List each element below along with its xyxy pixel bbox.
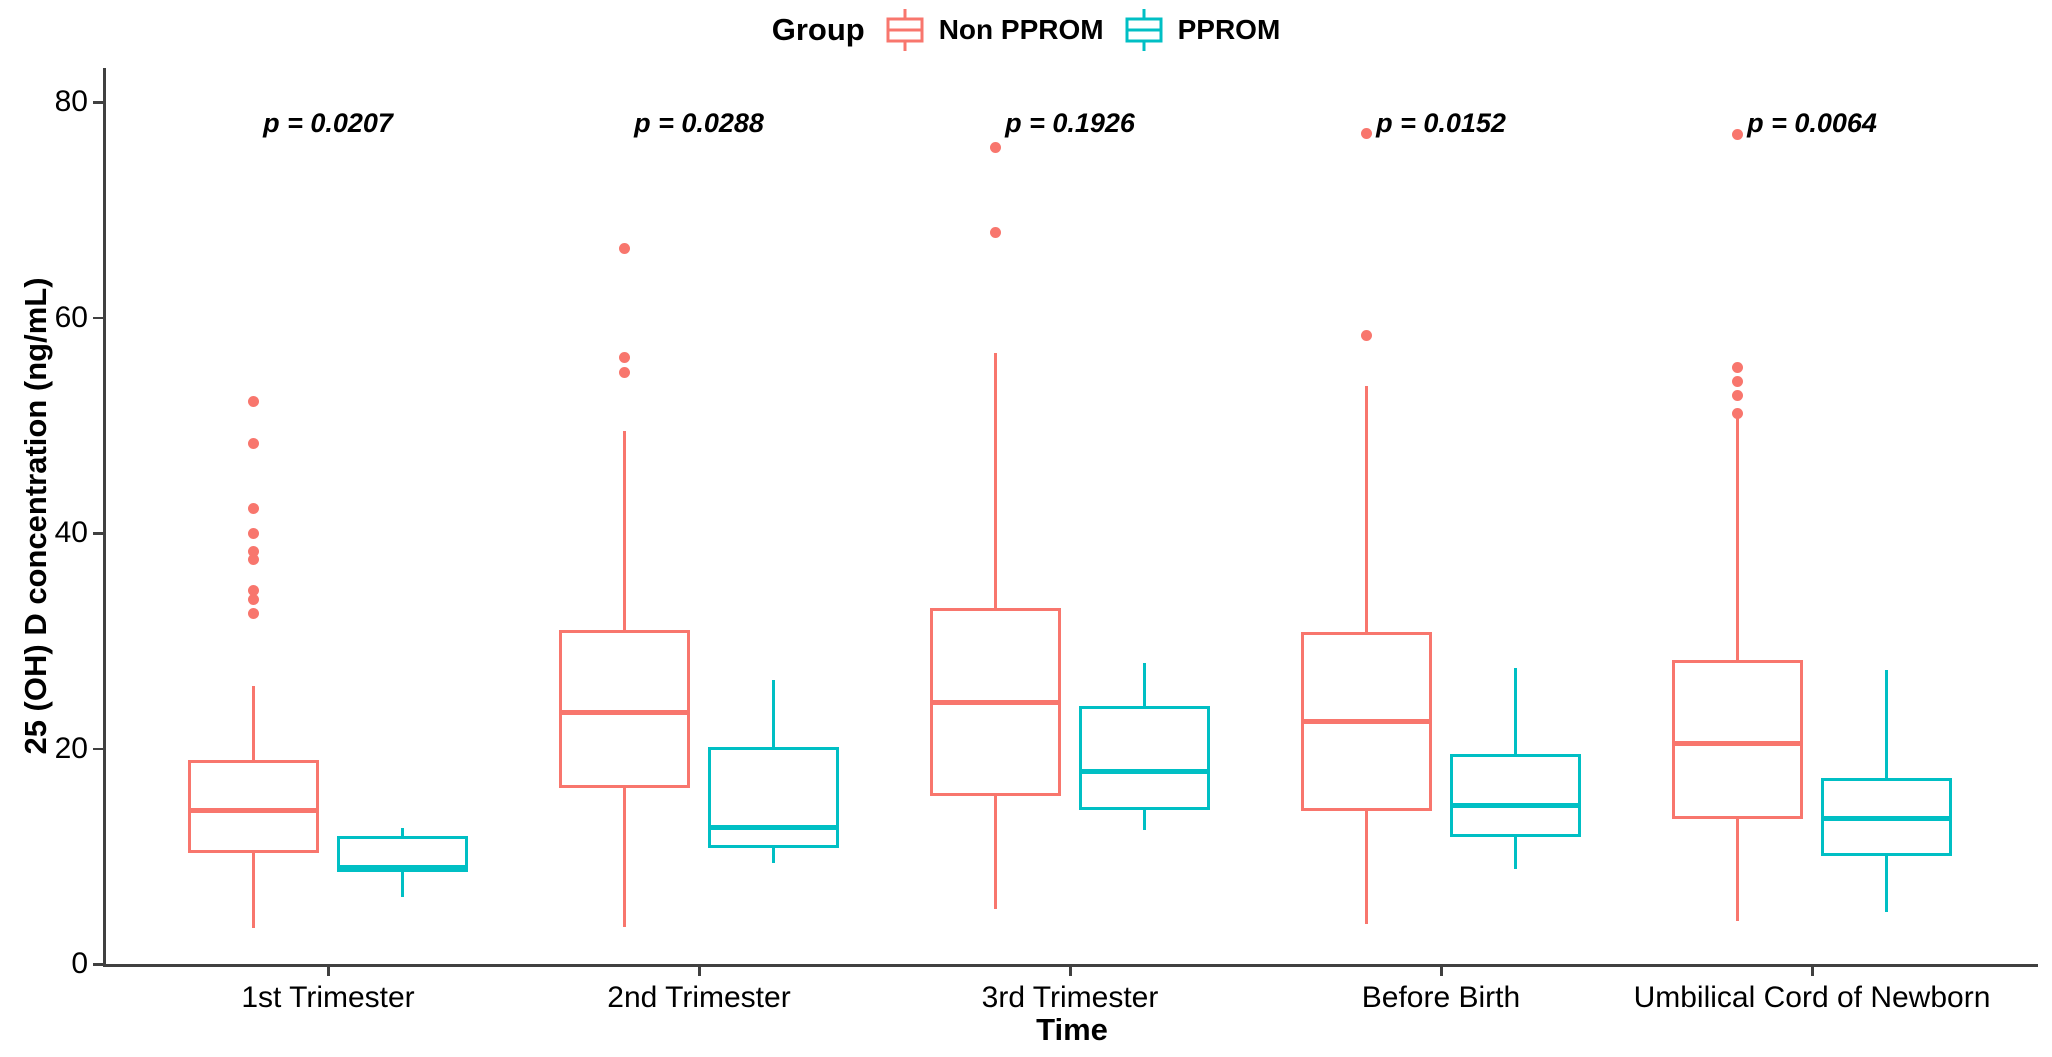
box-iqr xyxy=(1079,706,1210,810)
y-tick-label: 80 xyxy=(54,85,88,118)
p-value-label: p = 0.1926 xyxy=(1005,107,1135,138)
y-tick-mark xyxy=(93,101,103,104)
lower-whisker xyxy=(1365,810,1368,925)
lower-whisker xyxy=(994,795,997,910)
lower-whisker xyxy=(1885,856,1888,913)
outlier-point xyxy=(619,351,630,363)
boxplot-key-icon xyxy=(886,9,924,51)
outlier-point xyxy=(248,527,259,539)
x-tick-mark xyxy=(327,966,330,976)
x-tick-label: Before Birth xyxy=(1361,981,1521,1014)
upper-whisker xyxy=(1365,386,1368,633)
y-tick-mark xyxy=(93,316,103,319)
upper-whisker xyxy=(401,828,404,836)
median-line xyxy=(1672,740,1803,746)
p-value-label: p = 0.0152 xyxy=(1376,107,1506,138)
outlier-point xyxy=(1361,330,1372,342)
x-tick-mark xyxy=(1440,966,1443,976)
median-line xyxy=(1301,719,1432,725)
y-tick-mark xyxy=(93,532,103,535)
x-tick-mark xyxy=(1069,966,1072,976)
upper-whisker xyxy=(994,353,997,609)
y-tick-mark xyxy=(93,963,103,966)
outlier-point xyxy=(248,554,259,566)
outlier-point xyxy=(1732,128,1743,140)
outlier-point xyxy=(1732,361,1743,373)
upper-whisker xyxy=(623,430,626,630)
outlier-point xyxy=(248,584,259,596)
median-line xyxy=(1079,768,1210,774)
upper-whisker xyxy=(1885,669,1888,778)
outlier-point xyxy=(248,438,259,450)
x-tick-label: 1st Trimester xyxy=(241,981,415,1014)
outlier-point xyxy=(1732,389,1743,401)
upper-whisker xyxy=(252,686,255,761)
x-tick-label: 3rd Trimester xyxy=(981,981,1159,1014)
outlier-point xyxy=(248,594,259,606)
x-axis-title: Time xyxy=(1036,1012,1108,1047)
x-axis-line xyxy=(103,964,2038,967)
outlier-point xyxy=(619,366,630,378)
legend-item-non-pprom: Non PPROM xyxy=(881,6,1104,54)
legend-item-pprom: PPROM xyxy=(1120,6,1281,54)
x-tick-mark xyxy=(698,966,701,976)
p-value-label: p = 0.0064 xyxy=(1747,107,1877,138)
outlier-point xyxy=(1732,407,1743,419)
outlier-point xyxy=(248,545,259,557)
lower-whisker xyxy=(623,788,626,928)
outlier-point xyxy=(1361,127,1372,139)
median-line xyxy=(559,710,690,716)
box-iqr xyxy=(1672,660,1803,819)
outlier-point xyxy=(248,608,259,620)
lower-whisker xyxy=(401,872,404,898)
y-tick-label: 20 xyxy=(54,731,88,765)
outlier-point xyxy=(990,226,1001,238)
y-axis-line xyxy=(103,68,106,966)
legend: Group Non PPROM PPROM xyxy=(0,0,2052,60)
outlier-point xyxy=(1732,375,1743,387)
upper-whisker xyxy=(772,679,775,748)
x-tick-label: 2nd Trimester xyxy=(607,981,791,1014)
median-line xyxy=(930,699,1061,705)
median-line xyxy=(708,824,839,830)
legend-item-label: PPROM xyxy=(1177,14,1281,45)
legend-title: Group xyxy=(771,12,865,47)
y-tick-label: 60 xyxy=(54,300,88,334)
y-tick-label: 40 xyxy=(54,516,88,549)
upper-whisker xyxy=(1514,667,1517,754)
y-axis-title: 25 (OH) D concentration (ng/mL) xyxy=(18,277,53,755)
upper-whisker xyxy=(1143,663,1146,707)
p-value-label: p = 0.0288 xyxy=(634,107,764,138)
y-tick-mark xyxy=(93,747,103,750)
lower-whisker xyxy=(252,853,255,929)
outlier-point xyxy=(248,502,259,514)
x-tick-mark xyxy=(1811,966,1814,976)
y-tick-label: 0 xyxy=(71,947,88,980)
lower-whisker xyxy=(1143,809,1146,831)
lower-whisker xyxy=(772,847,775,863)
lower-whisker xyxy=(1736,818,1739,921)
box-iqr xyxy=(559,629,690,789)
box-iqr xyxy=(188,760,319,853)
p-value-label: p = 0.0207 xyxy=(263,107,393,138)
median-line xyxy=(337,864,468,870)
outlier-point xyxy=(248,396,259,408)
x-tick-label: Umbilical Cord of Newborn xyxy=(1633,981,1991,1014)
median-line xyxy=(1450,803,1581,809)
lower-whisker xyxy=(1514,836,1517,870)
upper-whisker xyxy=(1736,417,1739,661)
outlier-point xyxy=(619,243,630,255)
median-line xyxy=(1821,816,1952,822)
boxplot-key-icon xyxy=(1125,9,1163,51)
median-line xyxy=(188,808,319,814)
box-iqr xyxy=(708,747,839,848)
legend-item-label: Non PPROM xyxy=(938,14,1104,45)
outlier-point xyxy=(990,141,1001,153)
box-iqr xyxy=(1450,753,1581,837)
